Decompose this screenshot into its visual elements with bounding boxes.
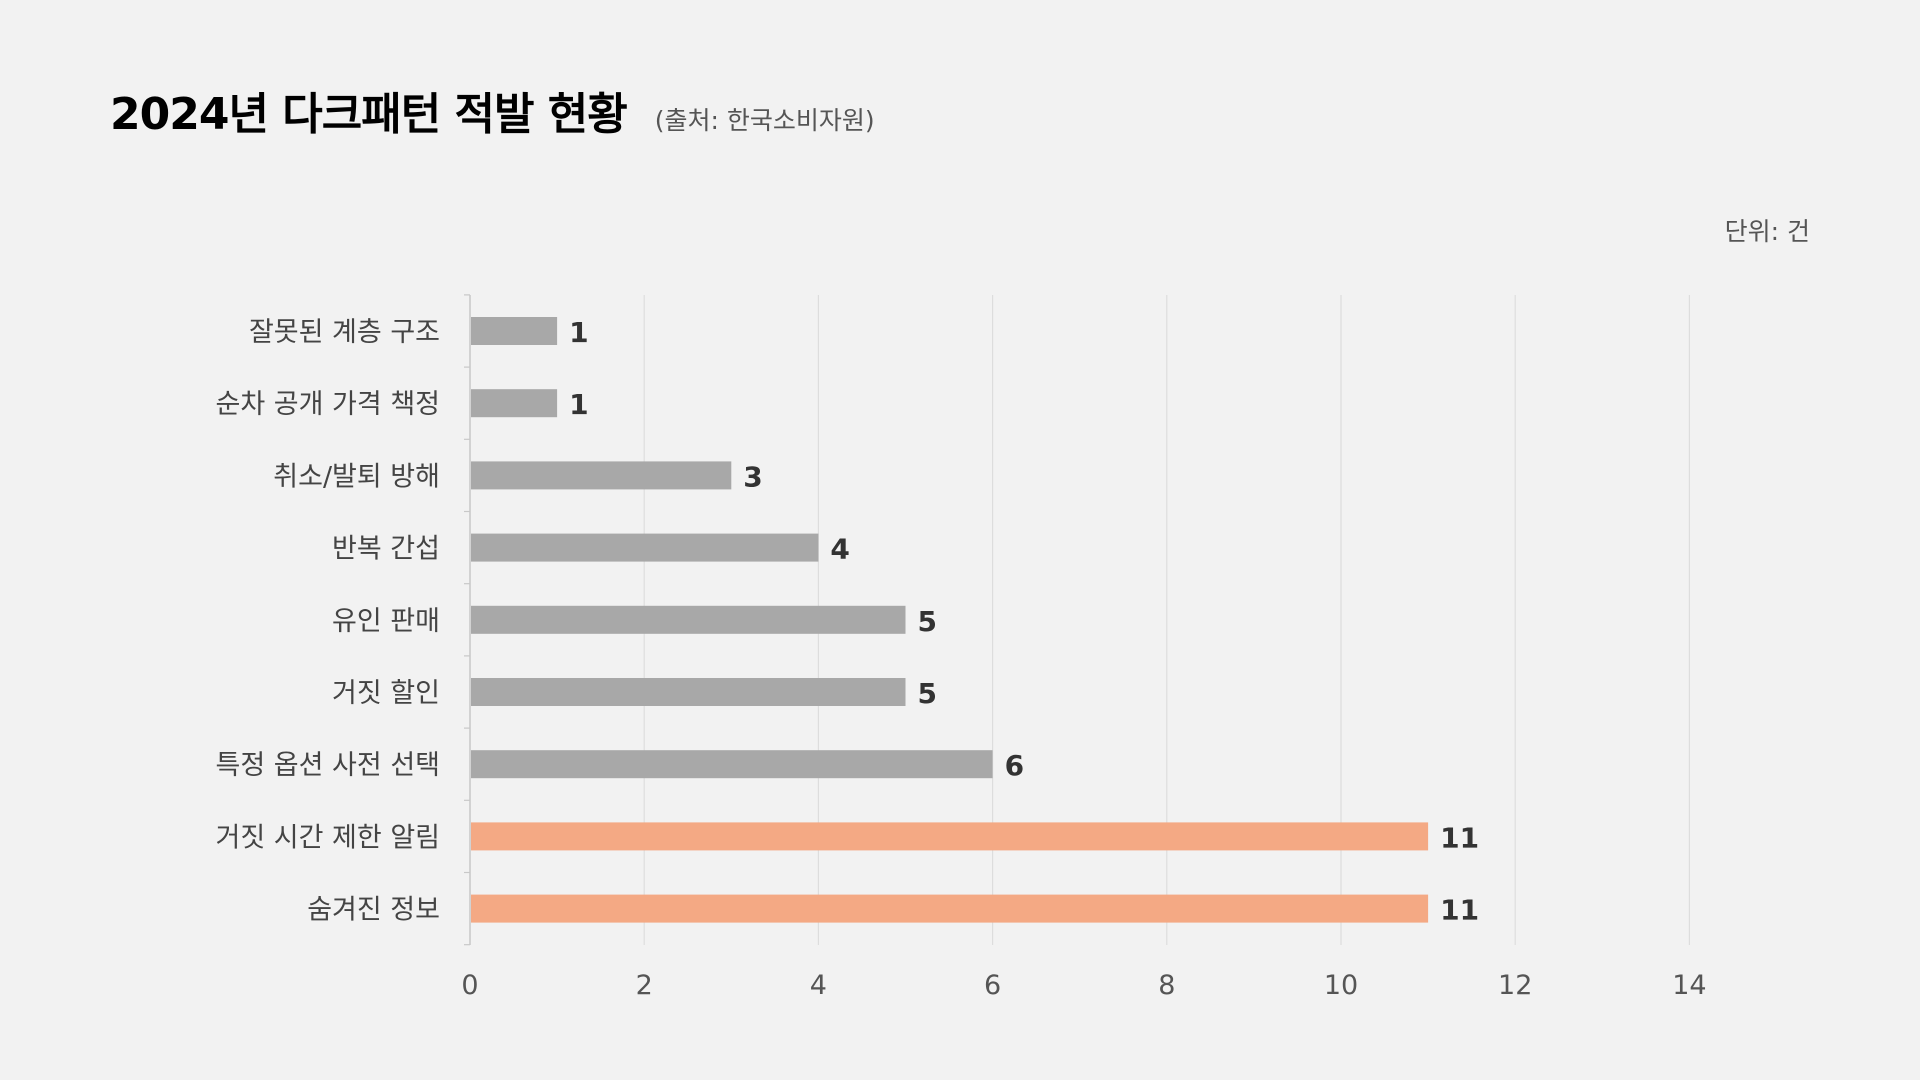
chart-source: (출처: 한국소비자원) [654, 106, 875, 135]
bar [471, 750, 993, 779]
value-label: 6 [1005, 749, 1024, 782]
category-label: 거짓 시간 제한 알림 [216, 822, 440, 853]
unit-label: 단위: 건 [1724, 217, 1810, 246]
category-label: 유인 판매 [332, 606, 440, 637]
value-label: 3 [743, 460, 762, 493]
category-label: 거짓 할인 [332, 678, 440, 709]
x-tick-label: 14 [1672, 970, 1706, 1001]
x-tick-label: 4 [810, 970, 827, 1001]
category-label: 숨겨진 정보 [307, 895, 440, 926]
category-label: 특정 옵션 사전 선택 [216, 750, 440, 781]
bar [471, 317, 558, 345]
x-tick-label: 0 [461, 970, 478, 1001]
x-tick-label: 8 [1158, 970, 1175, 1001]
x-tick-label: 2 [636, 970, 653, 1001]
value-label: 5 [918, 677, 937, 710]
x-tick-label: 12 [1498, 970, 1532, 1001]
value-label: 11 [1440, 894, 1479, 927]
value-label: 4 [830, 533, 849, 566]
bar [471, 678, 906, 706]
x-tick-label: 6 [984, 970, 1001, 1001]
category-label: 순차 공개 가격 책정 [216, 389, 440, 420]
value-label: 5 [918, 605, 937, 638]
value-label: 1 [569, 316, 588, 349]
x-tick-label: 10 [1324, 970, 1358, 1001]
bar [471, 533, 819, 562]
bar [471, 461, 732, 490]
value-label: 1 [569, 388, 588, 421]
category-label: 취소/발퇴 방해 [273, 461, 440, 492]
bar [471, 822, 1429, 851]
bar [471, 894, 1429, 923]
value-label: 11 [1440, 821, 1479, 854]
chart-title: 2024년 다크패턴 적발 현황 [110, 89, 628, 140]
category-label: 반복 간섭 [332, 534, 440, 565]
bar [471, 389, 558, 418]
bar [471, 605, 906, 634]
category-label: 잘못된 계층 구조 [249, 317, 440, 348]
chart-header: 2024년 다크패턴 적발 현황 (출처: 한국소비자원) [110, 78, 875, 142]
